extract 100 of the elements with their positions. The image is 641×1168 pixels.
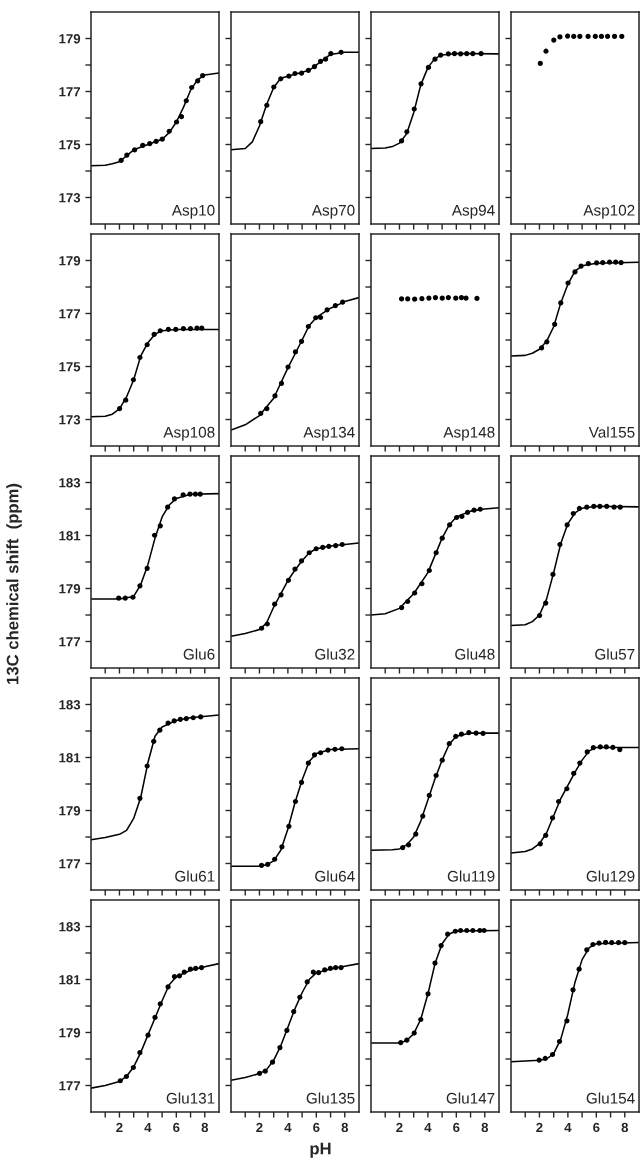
point: [256, 1070, 263, 1076]
point: [438, 942, 444, 949]
point: [338, 49, 344, 55]
point: [590, 941, 596, 948]
point: [398, 604, 405, 611]
point: [171, 973, 178, 980]
point: [584, 504, 590, 510]
point: [591, 503, 597, 509]
point: [610, 744, 616, 751]
point: [405, 842, 412, 848]
point: [171, 718, 177, 724]
point: [549, 815, 556, 821]
point: [187, 326, 194, 332]
annotation: Glu48: [455, 648, 495, 660]
line-series: [91, 492, 219, 600]
y-tick-label: 179: [59, 34, 81, 44]
point: [576, 505, 583, 512]
point: [279, 844, 285, 850]
point: [604, 503, 610, 509]
point: [400, 845, 406, 851]
point: [438, 52, 444, 58]
point: [285, 577, 292, 583]
annotation: Asp102: [583, 204, 635, 219]
point: [480, 730, 486, 736]
annotation: Glu147: [446, 1092, 495, 1104]
point: [320, 544, 326, 551]
point: [411, 1030, 417, 1036]
point: [544, 339, 550, 345]
y-tick-label: 179: [59, 806, 81, 816]
point: [565, 280, 571, 286]
point: [418, 1016, 424, 1023]
point: [398, 1039, 404, 1046]
point: [157, 1001, 163, 1007]
point: [297, 994, 303, 1000]
point: [606, 259, 613, 265]
point: [338, 964, 344, 971]
point: [258, 410, 264, 416]
point: [187, 491, 193, 497]
point: [597, 744, 603, 750]
point: [199, 325, 205, 331]
point: [425, 64, 432, 70]
point: [609, 940, 615, 946]
point: [165, 504, 171, 510]
x-tick-label: 6: [453, 1122, 460, 1133]
point: [198, 714, 204, 720]
point: [481, 927, 487, 934]
point: [556, 1038, 563, 1045]
point: [272, 856, 278, 862]
x-tick-label: 8: [201, 1122, 209, 1133]
point: [123, 397, 129, 403]
point: [333, 542, 339, 549]
point: [258, 625, 265, 631]
point: [181, 969, 187, 975]
point: [318, 314, 324, 321]
point: [543, 600, 549, 606]
point: [285, 364, 291, 370]
point: [538, 345, 545, 351]
y-tick-label: 183: [59, 700, 81, 710]
point: [190, 715, 196, 721]
y-tick-label: 183: [59, 478, 81, 488]
y-tick-label: 181: [59, 531, 81, 541]
point: [322, 967, 328, 973]
point: [304, 979, 310, 985]
point: [570, 510, 576, 517]
point: [333, 964, 339, 971]
annotation: Glu6: [183, 648, 215, 660]
point: [305, 760, 311, 766]
annotation: Glu57: [595, 648, 635, 660]
point: [577, 33, 583, 39]
point: [258, 119, 264, 125]
point: [543, 832, 549, 839]
point: [556, 798, 562, 805]
point: [124, 152, 130, 158]
point: [445, 931, 451, 937]
point: [453, 733, 459, 739]
point: [542, 1055, 548, 1062]
point: [271, 84, 277, 90]
point: [269, 1059, 276, 1065]
point: [454, 514, 460, 521]
point: [602, 939, 609, 945]
point: [147, 141, 153, 147]
point: [117, 1078, 123, 1084]
y-tick-label: 177: [59, 1081, 81, 1091]
point: [405, 598, 411, 605]
point: [157, 727, 163, 733]
point: [152, 1014, 158, 1020]
point: [176, 973, 183, 979]
point: [617, 504, 623, 510]
y-tick-label: 175: [59, 362, 81, 372]
point: [137, 795, 143, 801]
x-tick-label: 8: [481, 1122, 489, 1133]
x-tick-label: 4: [144, 1122, 152, 1132]
point: [473, 730, 479, 736]
point: [165, 326, 171, 332]
point: [611, 504, 617, 510]
point: [464, 927, 470, 934]
point: [298, 779, 305, 786]
point: [551, 37, 557, 43]
point: [144, 763, 150, 769]
point: [451, 51, 458, 57]
